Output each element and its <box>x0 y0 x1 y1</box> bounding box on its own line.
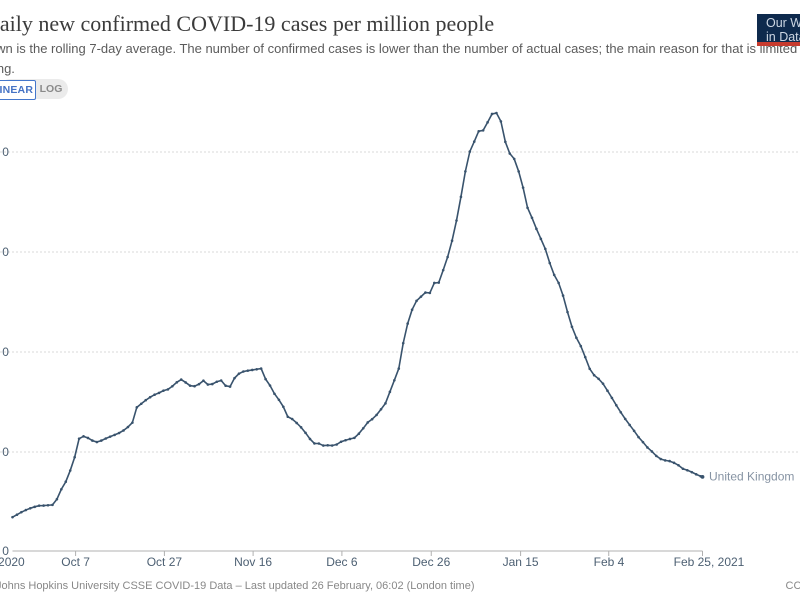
svg-text:0: 0 <box>2 345 9 359</box>
svg-text:Feb 25, 2021: Feb 25, 2021 <box>674 555 745 569</box>
svg-text:Feb 4: Feb 4 <box>594 555 625 569</box>
svg-text:0: 0 <box>2 245 9 259</box>
svg-text:Oct 27: Oct 27 <box>147 555 183 569</box>
svg-text:Dec 6: Dec 6 <box>326 555 358 569</box>
svg-text:Jan 15: Jan 15 <box>503 555 539 569</box>
svg-text:Source: Johns Hopkins Universi: Source: Johns Hopkins University CSSE CO… <box>0 580 475 592</box>
svg-text:Oct 7: Oct 7 <box>61 555 90 569</box>
svg-text:CC BY: CC BY <box>786 580 800 592</box>
svg-text:0: 0 <box>2 145 9 159</box>
svg-text:Dec 26: Dec 26 <box>412 555 450 569</box>
svg-text:23, 2020: 23, 2020 <box>0 555 25 569</box>
svg-text:0: 0 <box>2 445 9 459</box>
svg-text:United Kingdom: United Kingdom <box>709 470 794 484</box>
svg-text:Nov 16: Nov 16 <box>234 555 272 569</box>
